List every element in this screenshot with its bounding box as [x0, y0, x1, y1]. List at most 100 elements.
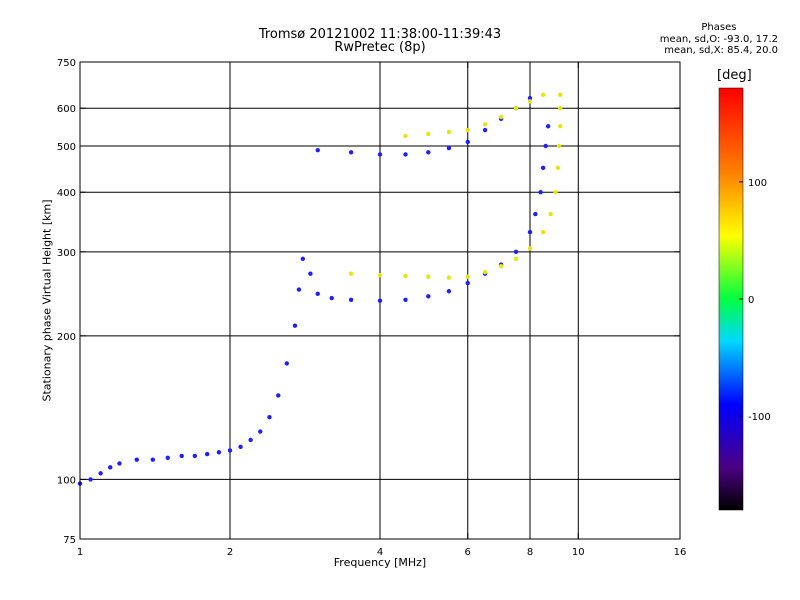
data-point-X — [482, 269, 488, 275]
data-point-O — [426, 294, 431, 299]
data-point-O — [98, 471, 103, 476]
data-point-O — [403, 297, 408, 302]
data-point-X — [498, 114, 504, 120]
y-tick-label: 750 — [57, 58, 76, 69]
data-point-O — [465, 280, 470, 286]
data-point-O — [348, 150, 354, 155]
y-tick-label: 500 — [57, 142, 76, 153]
data-point-X — [553, 190, 558, 195]
data-point-O — [88, 477, 93, 482]
chart-title: Tromsø 20121002 11:38:00-11:39:43 — [258, 27, 502, 42]
phases-legend: Phases mean, sd,O: -93.0, 17.2 mean, sd,… — [660, 22, 778, 57]
colorbar-ticks: 100 0 -100 — [739, 178, 771, 423]
phases-x-stats: mean, sd,X: 85.4, 20.0 — [664, 45, 778, 56]
data-point-X — [555, 165, 561, 171]
data-point-O — [150, 457, 156, 462]
data-point-O — [216, 450, 222, 455]
data-point-O — [108, 465, 113, 470]
data-point-X — [513, 106, 519, 111]
data-points — [77, 92, 563, 486]
data-point-O — [248, 437, 253, 443]
chart-subtitle: RwPretec (8p) — [334, 40, 426, 55]
colorbar-tick-label: 100 — [748, 178, 767, 189]
data-point-O — [545, 124, 551, 129]
data-point-O — [134, 457, 139, 462]
data-point-X — [558, 106, 563, 111]
data-point-O — [329, 295, 334, 301]
data-point-X — [465, 127, 470, 133]
data-point-X — [446, 275, 452, 280]
data-point-O — [446, 289, 452, 294]
data-point-O — [377, 298, 383, 303]
y-tick-label: 200 — [57, 332, 76, 343]
x-tick-label: 4 — [377, 547, 383, 558]
x-tick-label: 10 — [572, 547, 585, 558]
data-point-O — [315, 291, 320, 296]
data-point-X — [482, 122, 488, 127]
data-point-O — [276, 393, 281, 398]
data-point-O — [292, 323, 298, 328]
colorbar-tick-label: 0 — [748, 295, 754, 306]
y-tick-label: 400 — [57, 188, 76, 199]
y-tick-label: 100 — [57, 475, 76, 486]
data-point-X — [527, 99, 533, 104]
data-point-X — [540, 92, 546, 98]
data-point-O — [446, 145, 452, 151]
y-axis-label: Stationary phase Virtual Height [km] — [40, 199, 54, 402]
data-point-X — [558, 124, 563, 129]
data-point-O — [540, 165, 546, 171]
data-point-X — [556, 143, 562, 149]
y-tick-label: 75 — [63, 535, 76, 546]
data-point-O — [465, 139, 470, 145]
data-point-O — [179, 453, 184, 459]
data-point-O — [284, 361, 289, 366]
data-point-O — [308, 271, 313, 276]
data-point-X — [377, 272, 383, 278]
y-tick-label: 300 — [57, 248, 76, 259]
data-point-X — [498, 263, 504, 269]
x-tick-label: 8 — [527, 547, 533, 558]
data-point-O — [238, 444, 243, 450]
data-point-O — [482, 127, 488, 133]
axis-ticks: 1 2 4 6 8 10 16 75 100 200 300 400 500 600 750 — [57, 58, 686, 558]
data-point-X — [348, 271, 354, 276]
data-point-O — [538, 190, 543, 195]
x-axis-label: Frequency [MHz] — [333, 556, 427, 569]
data-point-X — [403, 133, 408, 139]
data-point-X — [426, 274, 431, 279]
data-point-O — [377, 152, 383, 157]
data-point-O — [117, 461, 122, 466]
data-point-O — [227, 448, 233, 453]
colorbar-tick-label: -100 — [748, 412, 771, 423]
y-tick-label: 600 — [57, 104, 76, 115]
phases-header: Phases — [701, 22, 737, 33]
data-point-O — [300, 256, 306, 262]
data-point-O — [527, 95, 533, 101]
data-point-O — [204, 451, 210, 457]
data-point-X — [527, 246, 533, 251]
data-point-O — [192, 453, 198, 459]
data-point-X — [513, 256, 519, 262]
data-point-X — [540, 229, 546, 235]
x-tick-label: 2 — [227, 547, 233, 558]
data-point-X — [465, 274, 470, 279]
data-point-O — [315, 147, 320, 153]
x-tick-label: 1 — [77, 547, 83, 558]
data-point-O — [348, 297, 354, 302]
colorbar-label: [deg] — [717, 68, 752, 83]
data-point-X — [426, 131, 431, 137]
data-point-O — [403, 152, 408, 157]
data-point-O — [267, 415, 272, 420]
phases-o-stats: mean, sd,O: -93.0, 17.2 — [659, 33, 778, 45]
data-point-X — [403, 273, 408, 279]
data-point-O — [513, 249, 519, 255]
data-point-X — [558, 92, 563, 98]
data-point-O — [543, 143, 548, 149]
data-point-O — [296, 287, 302, 292]
data-point-O — [426, 150, 431, 155]
x-tick-label: 16 — [674, 547, 687, 558]
data-point-X — [548, 211, 553, 217]
data-point-O — [527, 229, 533, 235]
x-tick-label: 6 — [465, 547, 471, 558]
